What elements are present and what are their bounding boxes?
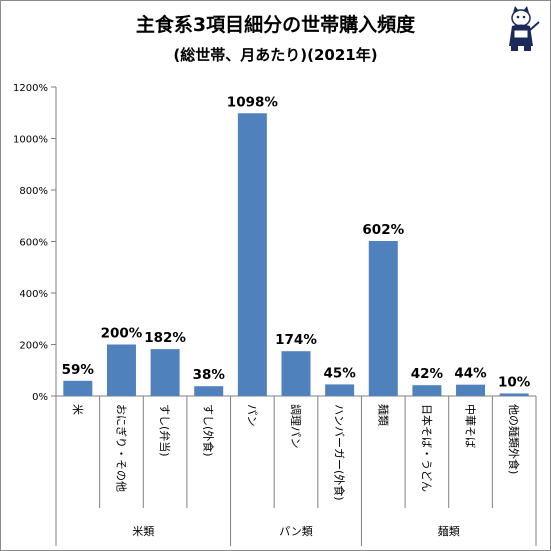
category-label: 麺類 [376,404,389,426]
y-tick-label: 600% [19,238,48,249]
data-label: 1098% [227,94,279,110]
y-tick-label: 0% [32,392,48,403]
data-label: 44% [454,366,487,382]
chart-subtitle: (総世帯、月あたり)(2021年) [173,46,378,64]
data-label: 200% [101,326,143,342]
category-label: 日本そば・うどん [420,404,434,492]
chart-title: 主食系3項目細分の世帯購入頻度 [135,14,416,36]
cat-mascot-icon [509,6,540,51]
bar [499,393,529,396]
data-label: 42% [411,366,444,382]
category-label: パン [245,404,258,427]
data-label: 10% [498,374,531,390]
bar [194,386,224,396]
y-tick-label: 400% [19,289,48,300]
chart-bars [63,113,529,396]
data-label: 182% [144,330,186,346]
group-label: 米類 [132,525,154,538]
data-label: 38% [193,367,226,383]
bar [325,384,355,396]
data-label: 59% [62,362,95,378]
bar [106,344,136,396]
category-label: 米 [71,404,84,415]
data-label: 602% [362,222,404,238]
group-label: 麺類 [438,525,460,538]
chart-labels: 0% 200% 400% 600% 800% 1000% 1200% 59% 米 200% おにぎり… [13,83,531,538]
bar [456,384,486,396]
bar [368,240,398,396]
category-label: 他の麺類外食) [507,404,521,474]
category-label: すし(弁当) [158,404,172,457]
bar [412,385,442,396]
category-label: 中華そば [464,404,477,448]
category-label: おにぎり・その他 [114,404,128,492]
bar [281,351,311,396]
category-label: すし(外食) [202,404,216,457]
bar [150,349,180,396]
category-label: ハンバーガー(外食) [333,404,347,501]
y-tick-label: 1000% [13,135,48,146]
category-label: 調理パン [289,404,303,449]
data-label: 174% [275,332,317,348]
group-label: パン類 [279,525,313,538]
y-tick-label: 1200% [13,83,48,94]
y-tick-label: 800% [19,186,48,197]
bar [237,113,267,396]
data-label: 45% [323,365,356,381]
bar [63,380,93,396]
y-tick-label: 200% [19,341,48,352]
